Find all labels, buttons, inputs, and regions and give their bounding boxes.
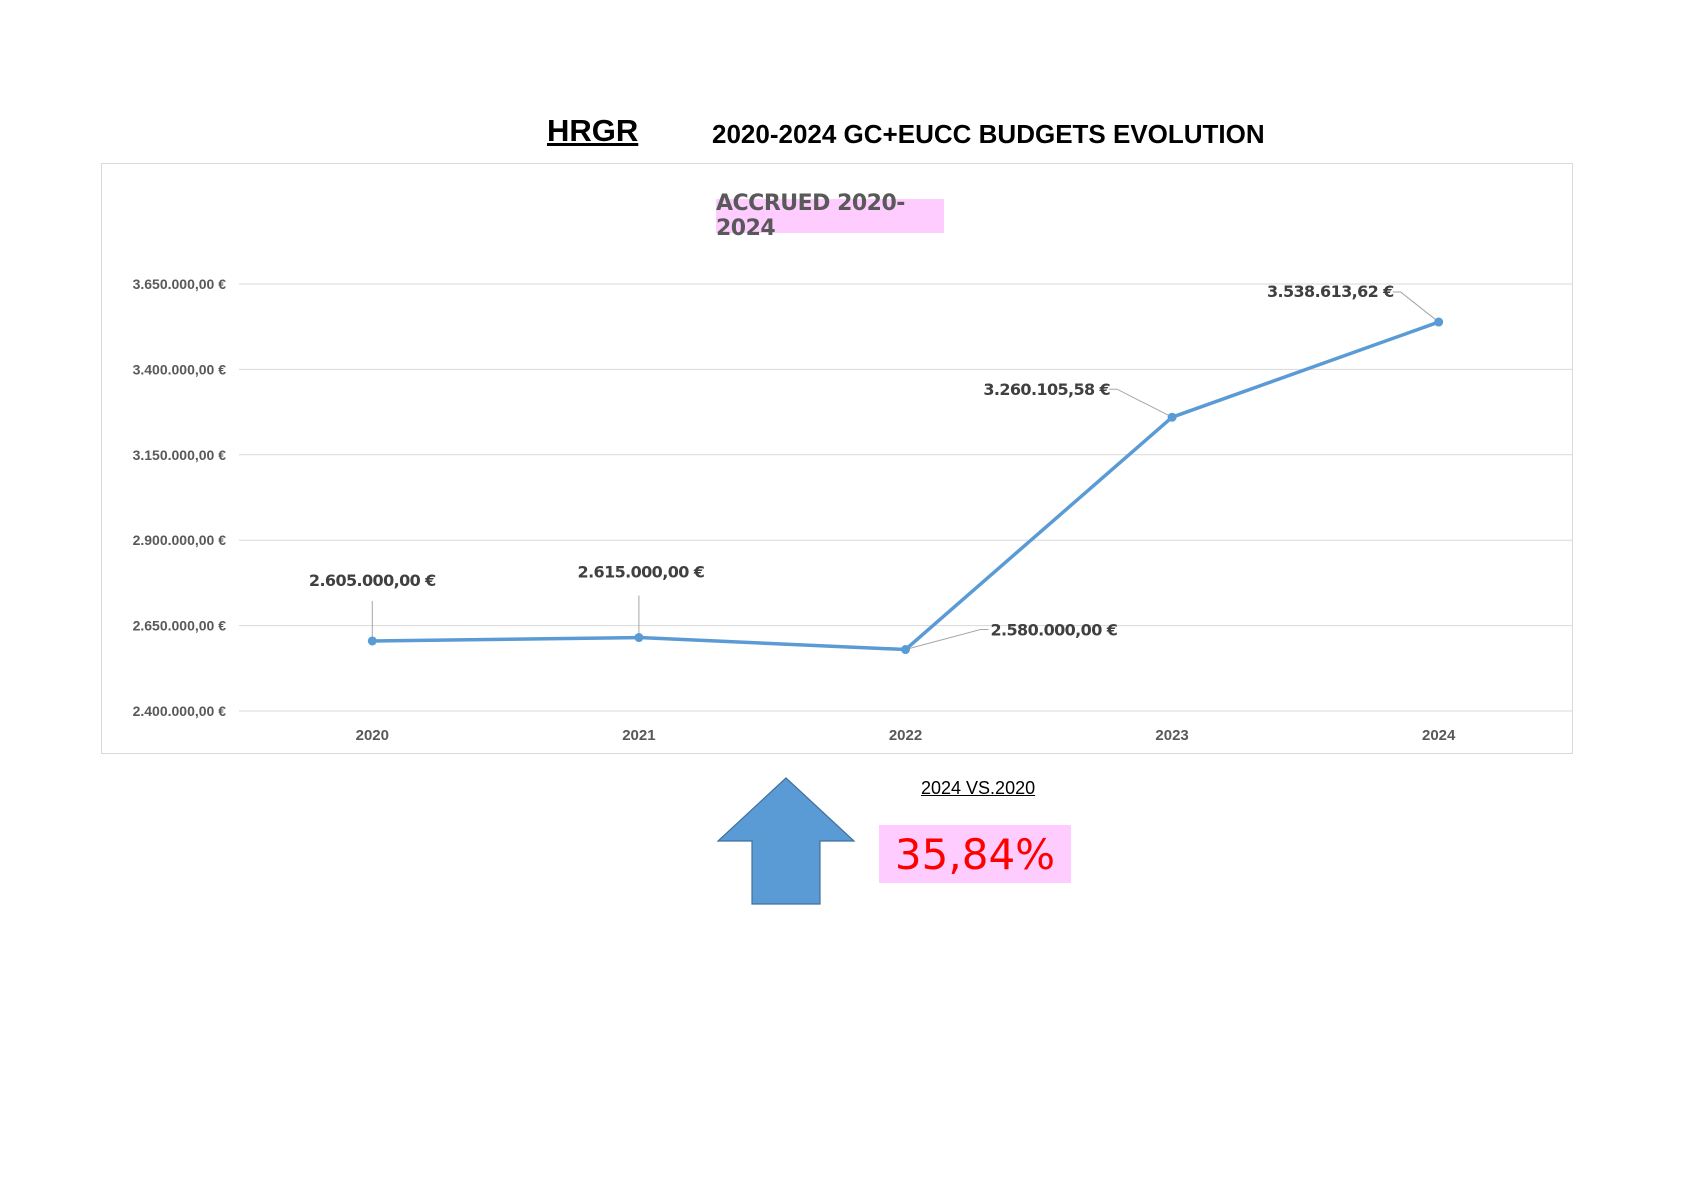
data-point bbox=[1167, 412, 1177, 422]
percent-change-box: 35,84% bbox=[879, 825, 1071, 883]
header-left-title: HRGR bbox=[547, 113, 639, 148]
data-point bbox=[634, 633, 644, 643]
up-arrow-icon bbox=[716, 777, 856, 905]
x-tick-label: 2024 bbox=[1422, 727, 1456, 744]
header-right-title: 2020-2024 GC+EUCC BUDGETS EVOLUTION bbox=[712, 119, 1265, 149]
y-tick-label: 2.650.000,00 € bbox=[133, 618, 227, 634]
series-line bbox=[372, 320, 1440, 652]
y-tick-label: 3.400.000,00 € bbox=[133, 361, 227, 377]
leader-line bbox=[1109, 388, 1173, 418]
data-point bbox=[1434, 317, 1444, 327]
x-tick-label: 2020 bbox=[356, 727, 389, 744]
data-point bbox=[901, 645, 910, 655]
chart-title: ACCRUED 2020-2024 bbox=[716, 191, 905, 241]
data-label: 2.615.000,00 € bbox=[578, 563, 705, 582]
x-tick-label: 2023 bbox=[1155, 727, 1188, 744]
leader-line bbox=[1392, 291, 1440, 323]
y-tick-label: 3.650.000,00 € bbox=[133, 276, 227, 292]
x-tick-label: 2022 bbox=[889, 727, 922, 744]
data-point bbox=[367, 636, 377, 646]
y-tick-label: 2.900.000,00 € bbox=[133, 532, 227, 548]
y-tick-label: 2.400.000,00 € bbox=[133, 703, 227, 719]
percent-change-value: 35,84% bbox=[894, 829, 1056, 879]
x-tick-label: 2021 bbox=[622, 727, 655, 744]
y-tick-label: 3.150.000,00 € bbox=[133, 447, 227, 463]
data-label: 2.580.000,00 € bbox=[991, 621, 1118, 640]
leader-line bbox=[905, 629, 989, 650]
chart-title-box: ACCRUED 2020-2024 bbox=[716, 191, 944, 241]
data-label: 2.605.000,00 € bbox=[309, 571, 436, 590]
data-label: 3.260.105,58 € bbox=[983, 380, 1110, 399]
data-label: 3.538.613,62 € bbox=[1267, 282, 1394, 301]
comparison-label: 2024 VS.2020 bbox=[921, 778, 1036, 798]
chart-frame bbox=[101, 163, 1573, 754]
